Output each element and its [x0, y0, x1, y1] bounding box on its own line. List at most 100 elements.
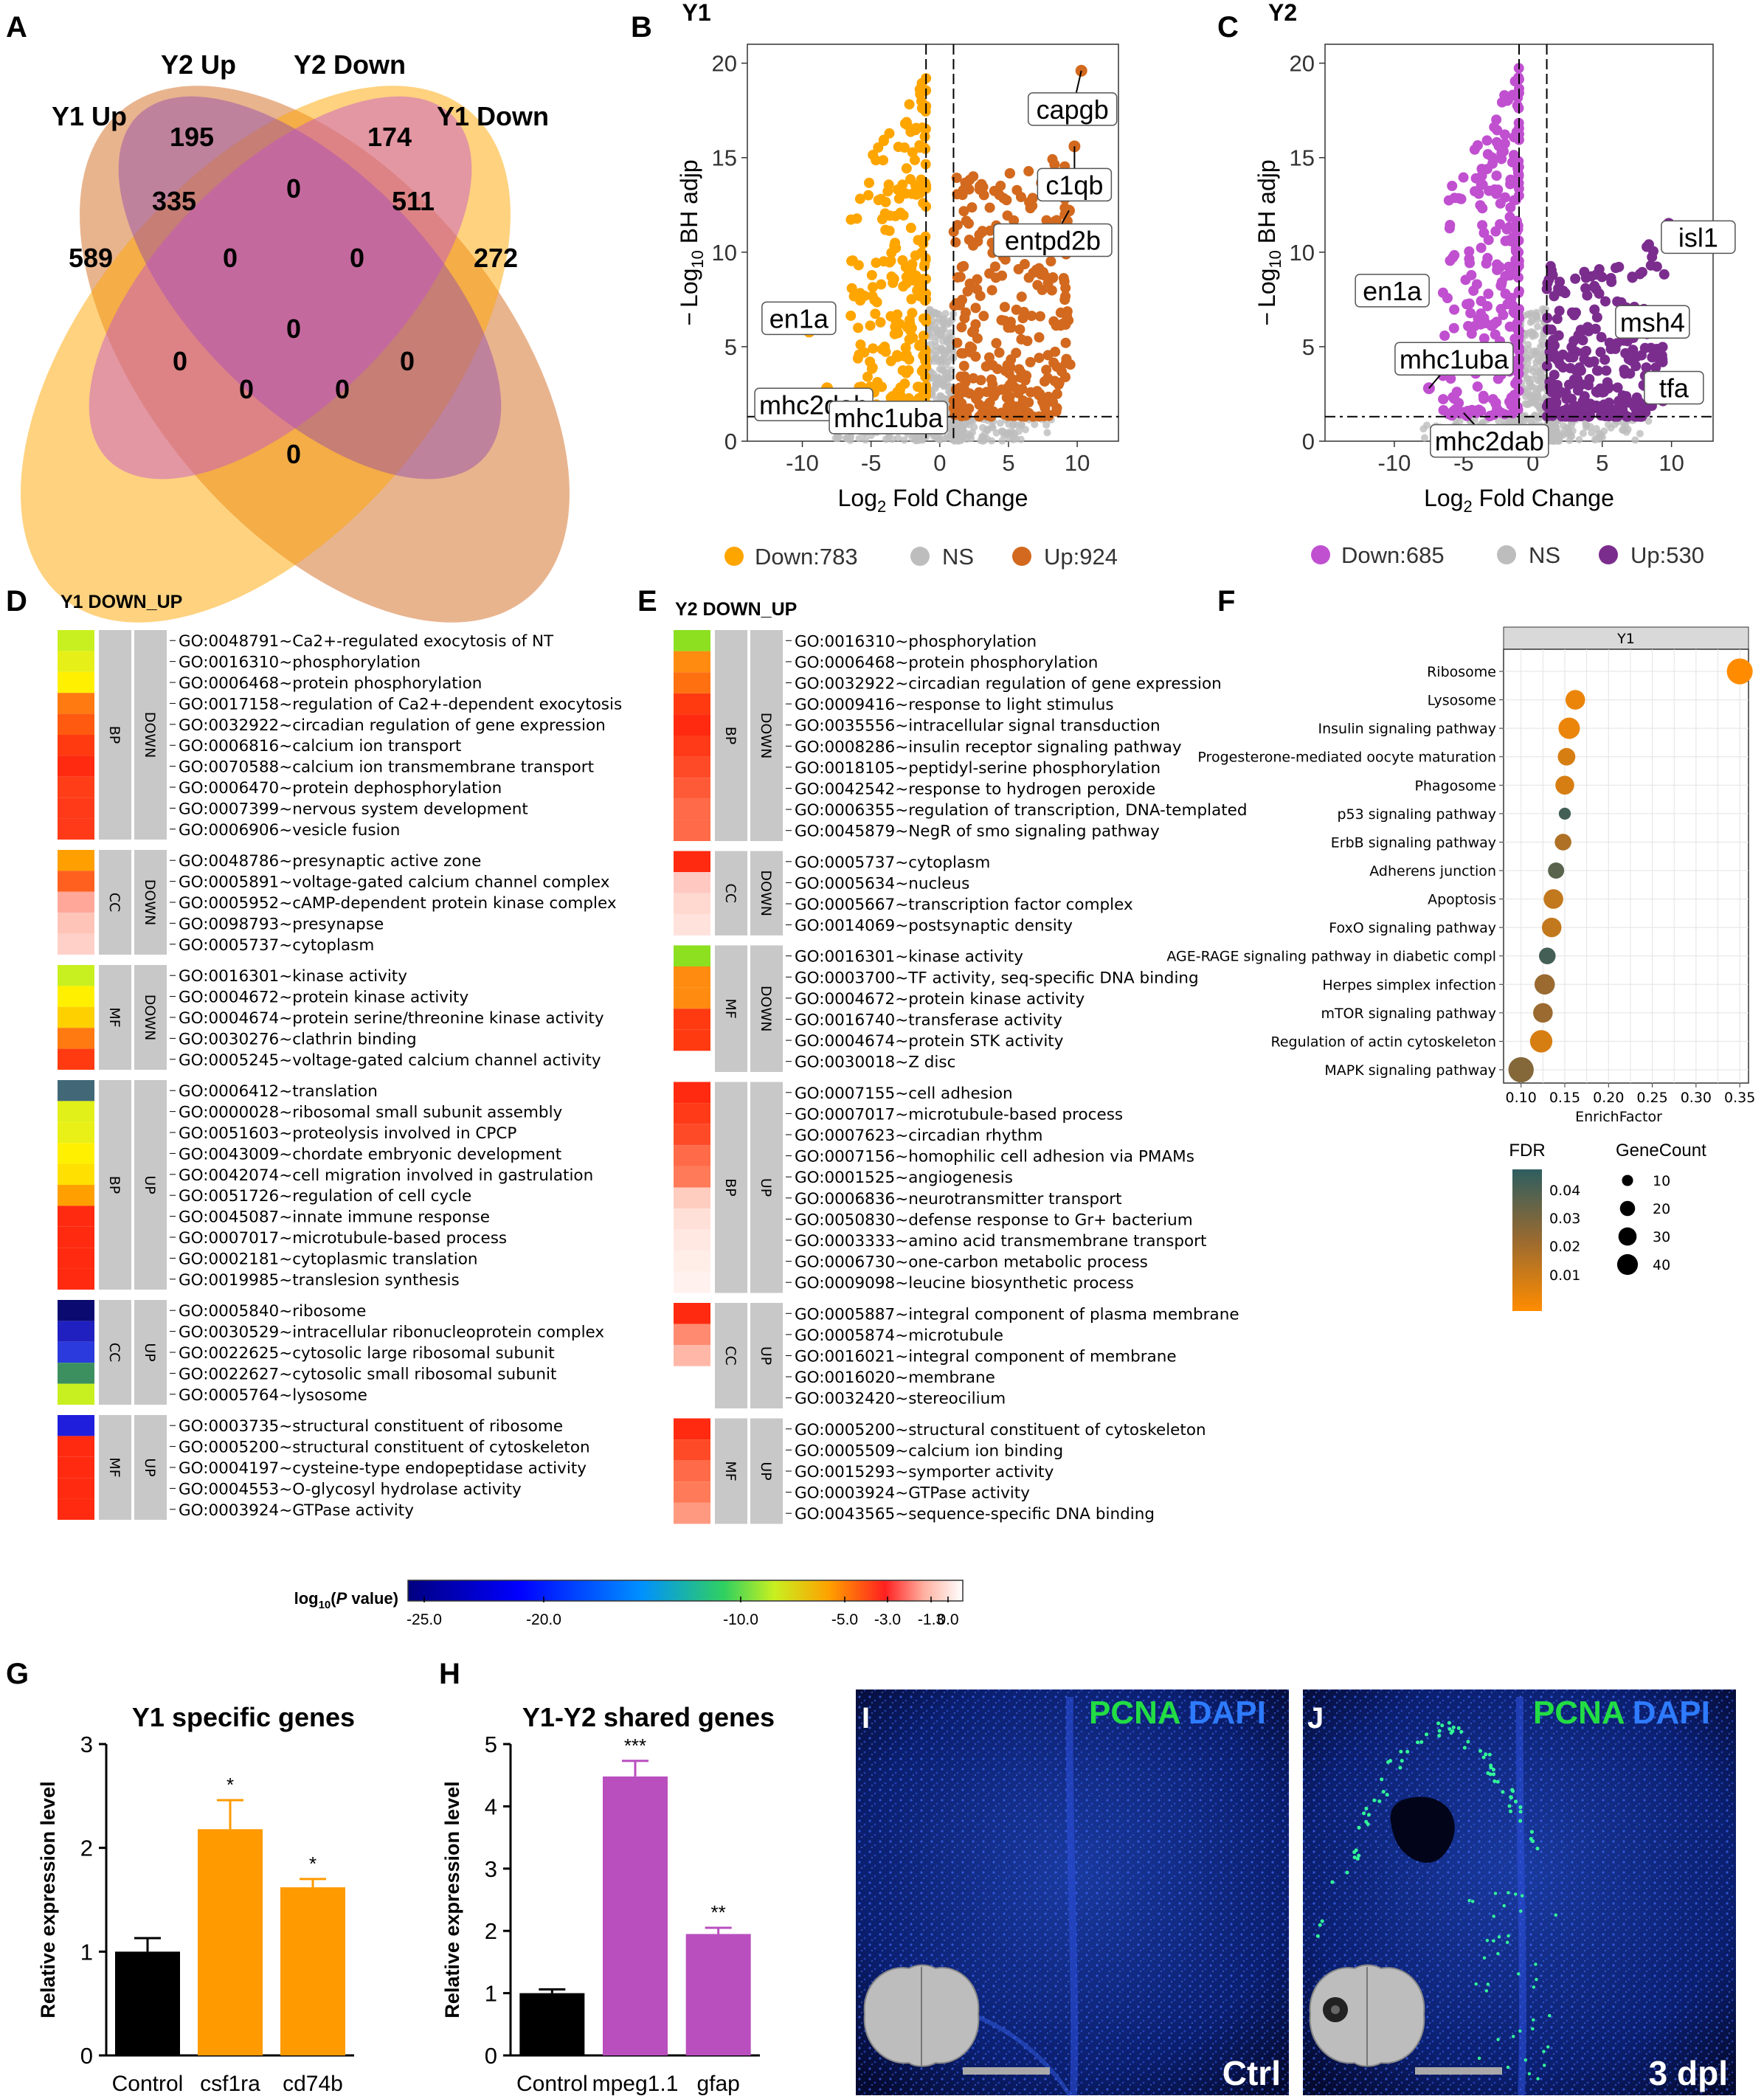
point-down	[1478, 333, 1490, 344]
pcna-speckle	[1399, 1749, 1403, 1754]
point-ns	[1532, 347, 1540, 356]
point-up	[1061, 311, 1072, 322]
point-up	[1639, 342, 1650, 353]
point-up	[1002, 210, 1013, 221]
point-down	[853, 260, 864, 271]
point-down	[866, 269, 877, 280]
panel-label-f: F	[1217, 585, 1235, 618]
point-up	[958, 361, 969, 372]
go-term-label: GO:0005737~cytoplasm	[179, 936, 374, 955]
y-tick-label: 3	[80, 1732, 93, 1757]
pcna-speckle	[1416, 1740, 1420, 1745]
point-up	[1546, 324, 1557, 335]
go-term-label: GO:0030018~Z disc	[795, 1054, 955, 1072]
significance-mark: ***	[624, 1734, 646, 1757]
point-down	[1506, 236, 1517, 247]
point-down	[1475, 200, 1486, 211]
heatmap-cell	[674, 1229, 710, 1251]
point-ns	[1622, 421, 1630, 429]
point-up	[984, 268, 995, 279]
pcna-speckle	[1488, 1772, 1493, 1777]
pcna-speckle	[1514, 1892, 1518, 1896]
point-ns	[846, 436, 854, 444]
point-down	[1466, 328, 1477, 339]
category-strip	[715, 945, 747, 1072]
direction-strip	[750, 1082, 783, 1293]
y-tick-label: 1	[80, 1939, 93, 1965]
point-up	[984, 202, 995, 213]
legend-swatch-down	[724, 547, 744, 566]
volcano-y1: Y1 -10 -5 0 5 10 0 5 10 15 20 Log2 Fold Change −Log1…	[676, 0, 1119, 570]
point-down	[851, 213, 862, 224]
heatmap-cell	[58, 1206, 94, 1227]
point-down	[1487, 152, 1498, 163]
go-term-label: GO:0048791~Ca2+-regulated exocytosis of …	[179, 632, 554, 651]
pathway-label: FoxO signaling pathway	[1329, 920, 1496, 936]
point-ns	[1009, 435, 1017, 443]
heatmap-cell	[58, 735, 94, 756]
pcna-speckle	[1485, 1938, 1490, 1943]
x-tick-label: 10	[1065, 450, 1090, 476]
y-tick-label: 2	[485, 1918, 497, 1944]
go-term-label: GO:0009098~leucine biosynthetic process	[795, 1274, 1134, 1293]
pcna-speckle	[1532, 1985, 1536, 1989]
heatmap-cell	[674, 672, 710, 694]
pathway-dot	[1557, 747, 1576, 766]
point-up	[1011, 401, 1022, 412]
pcna-speckle	[1447, 1727, 1452, 1732]
go-term-label: GO:0032420~stereocilium	[795, 1390, 1006, 1408]
go-term-label: GO:0005509~calcium ion binding	[795, 1442, 1063, 1460]
heatmap-cell	[674, 1145, 710, 1166]
pcna-speckle	[1518, 1810, 1523, 1814]
heatmap-y2: BP DOWN GO:0016310~phosphorylation GO:00064…	[674, 630, 1248, 1524]
point-down	[846, 283, 857, 294]
gene-label: mhc2dab	[1435, 426, 1544, 457]
pcna-speckle	[1482, 1956, 1487, 1960]
panel-label-c: C	[1217, 11, 1239, 44]
direction-label: UP	[142, 1458, 158, 1476]
point-down	[890, 243, 902, 254]
direction-label: DOWN	[142, 879, 158, 926]
point-ns	[1526, 352, 1535, 360]
legend-swatch-ns	[1497, 545, 1516, 564]
pathway-dot	[1558, 717, 1580, 739]
point-up	[952, 189, 963, 200]
scale-bar	[1415, 2067, 1502, 2075]
point-down	[918, 364, 929, 376]
x-category-label: gfap	[696, 2072, 739, 2096]
pathway-dot	[1558, 807, 1571, 820]
heatmap-cell	[58, 776, 94, 798]
point-up	[1023, 166, 1034, 177]
heatmap-cell	[674, 1439, 710, 1461]
point-up	[1058, 273, 1069, 284]
point-up	[1625, 368, 1636, 379]
point-ns	[940, 320, 948, 328]
go-term-label: GO:0006412~translation	[179, 1082, 378, 1101]
go-term-label: GO:0016021~integral component of membran…	[795, 1348, 1177, 1366]
pcna-speckle	[1372, 1798, 1377, 1802]
point-up	[952, 271, 963, 283]
gene-label-box	[1355, 274, 1430, 308]
heatmap-cell	[674, 736, 710, 757]
point-down	[914, 291, 925, 302]
direction-strip	[750, 1303, 783, 1408]
gene-label: capgb	[1037, 94, 1109, 125]
point-up	[1568, 310, 1580, 321]
point-up	[1049, 159, 1060, 170]
point-up	[1599, 354, 1611, 365]
panel-label-j: J	[1307, 1702, 1324, 1734]
point-down	[1495, 280, 1507, 291]
point-up	[1048, 272, 1059, 283]
point-up	[971, 393, 982, 404]
point-down	[1439, 331, 1450, 342]
point-down	[867, 282, 878, 293]
point-up	[1548, 334, 1559, 345]
venn-count: 0	[286, 439, 301, 469]
go-term-label: GO:0007155~cell adhesion	[795, 1085, 1013, 1103]
pcna-speckle	[1364, 1806, 1369, 1810]
point-ns	[831, 434, 840, 442]
heatmap-cell	[674, 872, 710, 893]
point-ns	[940, 382, 948, 390]
point-ns	[938, 327, 946, 335]
point-up	[1023, 397, 1034, 408]
